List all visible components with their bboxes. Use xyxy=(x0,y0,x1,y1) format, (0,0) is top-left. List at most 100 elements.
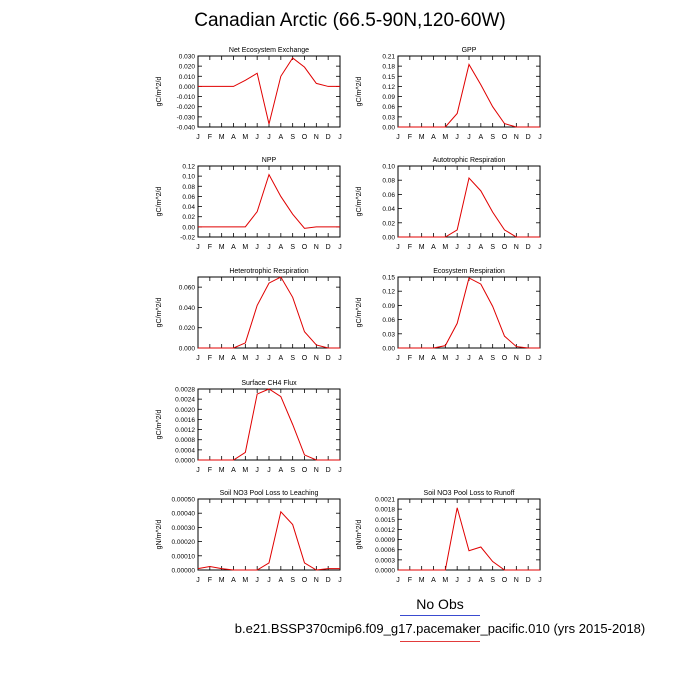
x-tick-label: S xyxy=(290,355,295,362)
y-tick-label: 0.060 xyxy=(179,285,196,292)
panel-9: Soil NO3 Pool Loss to Leaching gN/m^2/d 0.… xyxy=(156,490,342,584)
series-line xyxy=(198,173,340,229)
y-tick-label: 0.00050 xyxy=(172,497,196,504)
y-tick-label: 0.00 xyxy=(382,346,395,353)
y-tick-label: 0.0009 xyxy=(375,537,395,544)
y-tick-label: 0.00000 xyxy=(172,568,196,575)
x-tick-label: J xyxy=(267,577,271,584)
x-tick-label: D xyxy=(526,577,531,584)
x-tick-label: A xyxy=(278,244,283,251)
x-tick-label: N xyxy=(514,134,519,141)
x-tick-label: F xyxy=(208,355,212,362)
x-tick-label: F xyxy=(208,577,212,584)
x-tick-label: A xyxy=(278,467,283,474)
y-tick-label: 0.06 xyxy=(182,194,195,201)
panel-title: Autotrophic Respiration xyxy=(433,157,506,164)
y-tick-label: 0.06 xyxy=(382,192,395,199)
series-line xyxy=(198,57,340,125)
x-tick-label: J xyxy=(396,577,400,584)
y-tick-label: 0.00040 xyxy=(172,511,196,518)
x-tick-label: F xyxy=(408,244,412,251)
series-line xyxy=(398,177,540,238)
y-tick-label: 0.09 xyxy=(382,94,395,101)
y-tick-label: 0.0021 xyxy=(375,497,395,504)
x-tick-label: N xyxy=(314,577,319,584)
plot-frame xyxy=(197,388,341,461)
x-tick-label: F xyxy=(408,134,412,141)
y-tick-label: 0.0028 xyxy=(175,387,195,394)
plot-frame xyxy=(197,165,341,238)
panel-title: Heterotrophic Respiration xyxy=(229,268,308,275)
x-tick-label: J xyxy=(255,467,259,474)
panel-title: Ecosystem Respiration xyxy=(433,268,505,275)
x-tick-label: O xyxy=(502,134,508,141)
x-tick-label: F xyxy=(208,244,212,251)
series-line xyxy=(198,388,340,461)
y-axis-label: gC/m^2/d xyxy=(356,77,363,107)
y-tick-label: 0.00 xyxy=(382,125,395,132)
x-tick-label: S xyxy=(290,244,295,251)
panel-7: Surface CH4 Flux gC/m^2/d 0.0028 0.0024 0.00… xyxy=(156,380,342,474)
series-line xyxy=(398,507,540,571)
x-tick-label: J xyxy=(196,467,200,474)
x-tick-label: N xyxy=(514,577,519,584)
panel-3: NPP gC/m^2/d 0.12 0.10 0.08 0.06 0.04 0.02 0.00 -… xyxy=(156,157,342,251)
x-tick-label: J xyxy=(338,134,342,141)
y-tick-label: 0.04 xyxy=(182,204,195,211)
x-tick-label: A xyxy=(231,355,236,362)
y-tick-label: 0.02 xyxy=(182,214,195,221)
y-tick-label: 0.15 xyxy=(382,275,395,282)
x-tick-label: F xyxy=(408,355,412,362)
x-tick-label: A xyxy=(431,355,436,362)
y-tick-label: 0.12 xyxy=(182,164,195,171)
y-tick-label: 0.0012 xyxy=(175,427,195,434)
x-tick-label: A xyxy=(478,134,483,141)
y-tick-label: 0.0012 xyxy=(375,527,395,534)
y-axis-label: gN/m^2/d xyxy=(356,520,363,550)
plot-frame xyxy=(397,55,541,128)
x-tick-label: A xyxy=(231,467,236,474)
y-tick-label: 0.00 xyxy=(382,235,395,242)
x-tick-label: F xyxy=(208,134,212,141)
x-tick-label: O xyxy=(302,134,308,141)
y-axis-label: gC/m^2/d xyxy=(156,298,163,328)
x-tick-label: J xyxy=(267,134,271,141)
y-tick-label: 0.03 xyxy=(382,331,395,338)
x-tick-label: A xyxy=(478,355,483,362)
x-tick-label: A xyxy=(278,355,283,362)
y-tick-label: -0.040 xyxy=(177,125,196,132)
panel-4: Autotrophic Respiration gC/m^2/d 0.10 0.08 0… xyxy=(356,157,542,251)
x-tick-label: N xyxy=(314,355,319,362)
series-line xyxy=(197,510,340,571)
x-tick-label: M xyxy=(242,577,248,584)
y-tick-label: 0.000 xyxy=(179,84,196,91)
x-tick-label: M xyxy=(219,577,225,584)
y-tick-label: 0.030 xyxy=(179,54,196,61)
x-tick-label: A xyxy=(231,244,236,251)
y-tick-label: 0.06 xyxy=(382,104,395,111)
y-tick-label: 0.0024 xyxy=(175,397,195,404)
y-tick-label: 0.18 xyxy=(382,64,395,71)
x-tick-label: J xyxy=(196,244,200,251)
y-tick-label: -0.010 xyxy=(177,94,196,101)
y-tick-label: 0.03 xyxy=(382,114,395,121)
x-tick-label: O xyxy=(302,467,308,474)
x-tick-label: J xyxy=(196,577,200,584)
y-tick-label: -0.02 xyxy=(180,235,195,242)
x-tick-label: O xyxy=(502,577,508,584)
x-tick-label: M xyxy=(442,244,448,251)
legend-obs-label: No Obs xyxy=(416,596,464,612)
x-tick-label: A xyxy=(231,577,236,584)
x-tick-label: J xyxy=(267,244,271,251)
x-tick-label: O xyxy=(502,244,508,251)
x-tick-label: N xyxy=(314,467,319,474)
x-tick-label: S xyxy=(490,355,495,362)
y-tick-label: 0.0000 xyxy=(375,568,395,575)
y-tick-label: 0.00030 xyxy=(172,525,196,532)
y-tick-label: 0.02 xyxy=(382,220,395,227)
legend-obs-line xyxy=(400,615,480,616)
plot-frame xyxy=(397,498,541,571)
x-tick-label: M xyxy=(242,355,248,362)
x-tick-label: M xyxy=(219,467,225,474)
